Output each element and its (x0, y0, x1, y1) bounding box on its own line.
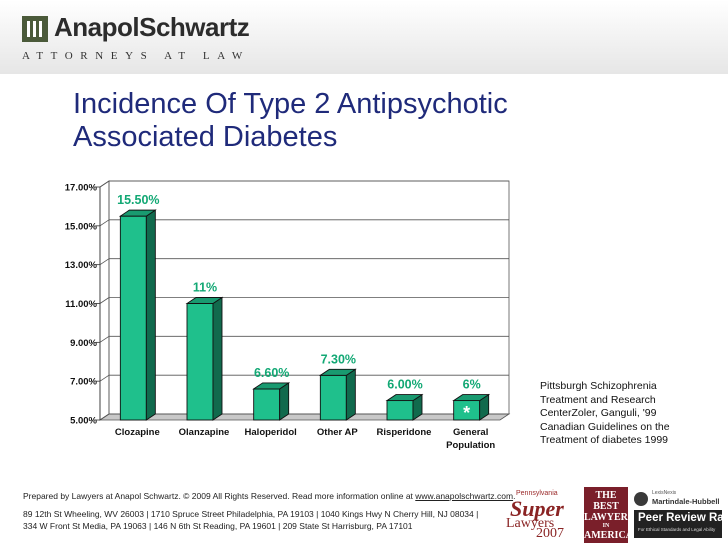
footer-address-line-2: 334 W Front St Media, PA 19063 | 146 N 6… (23, 521, 413, 531)
source-note-line: CenterZoler, Ganguli, '99 (540, 407, 657, 419)
source-note-line: Treatment of diabetes 1999 (540, 434, 669, 446)
y-tick-label: 7.00% (70, 377, 97, 388)
footer-copyright-text: Prepared by Lawyers at Anapol Schwartz. … (23, 491, 416, 501)
category-label: General (453, 427, 488, 438)
slide-title-line-2: Associated Diabetes (73, 121, 338, 153)
y-tick-label: 13.00% (65, 260, 98, 271)
slide-title-line-1: Incidence Of Type 2 Antipsychotic (73, 88, 508, 120)
source-note-line: Canadian Guidelines on the (540, 420, 670, 433)
bar (186, 303, 214, 421)
best-lawyers-line: IN (602, 523, 610, 529)
gridline-diagonal (99, 219, 110, 227)
bar-top (185, 297, 224, 304)
bar (386, 400, 414, 421)
martindale-subtitle: For Ethical Standards and Legal Ability (638, 527, 716, 532)
data-label: 6.00% (387, 378, 422, 392)
data-label: 6% (463, 378, 481, 392)
best-lawyers-line: LAWYERS (584, 512, 634, 523)
data-label: 7.30% (321, 352, 356, 366)
data-label: 6.60% (254, 366, 289, 380)
martindale-rating-box (634, 510, 722, 538)
gridline-diagonal (99, 336, 110, 343)
slide-title: Incidence Of Type 2 Antipsychotic Associ… (73, 88, 508, 154)
bar-top (385, 394, 424, 402)
super-lawyers-year: 2007 (536, 526, 564, 541)
annotation-asterisk: * (463, 403, 470, 423)
bar (253, 388, 281, 421)
bar-side (145, 209, 156, 421)
footer-website-link[interactable]: www.anapolschwartz.com (415, 491, 514, 501)
y-tick-label: 17.00% (65, 183, 98, 194)
footer-copyright: Prepared by Lawyers at Anapol Schwartz. … (23, 490, 515, 502)
data-label: 15.50% (117, 193, 159, 207)
bar-side (212, 296, 223, 421)
category-label: Clozapine (115, 427, 160, 438)
category-label: Olanzapine (179, 427, 230, 438)
super-lawyers-state: Pennsylvania (516, 490, 558, 497)
super-lawyers-badge: Pennsylvania Super Lawyers 2007 (506, 490, 578, 541)
category-label: Risperidone (377, 427, 432, 438)
martindale-lexis: LexisNexis (652, 490, 677, 496)
source-note-line: Treatment and Research (540, 393, 656, 406)
gridline-diagonal (99, 374, 110, 382)
bar-top (252, 382, 291, 390)
martindale-hubbell-badge: LexisNexis Martindale-Hubbell Peer Revie… (634, 490, 728, 540)
martindale-seal-icon (634, 492, 648, 506)
firm-logo-icon (22, 16, 48, 42)
source-note: Pittsburgh Schizophrenia Treatment and R… (540, 380, 690, 448)
bar-top (118, 209, 157, 217)
super-lawyers-super: Super (510, 496, 564, 521)
bar-top (318, 368, 357, 376)
gridline-diagonal (99, 180, 110, 188)
brand-tagline: ATTORNEYS AT LAW (22, 50, 250, 62)
header-band (0, 0, 728, 74)
category-label: Population (446, 440, 495, 451)
best-lawyers-line: AMERICA (584, 530, 633, 541)
y-tick-label: 11.00% (65, 299, 97, 310)
y-tick-label: 9.00% (70, 338, 97, 349)
footer-address-line-1: 89 12th St Wheeling, WV 26003 | 1710 Spr… (23, 509, 479, 519)
category-label: Other AP (317, 427, 358, 438)
bar-top (452, 394, 491, 402)
brand-name: AnapolSchwartz (54, 12, 250, 42)
bar-side (345, 368, 356, 421)
y-tick-label: 5.00% (70, 416, 97, 427)
y-tick-label: 15.00% (65, 221, 98, 232)
footer: Prepared by Lawyers at Anapol Schwartz. … (23, 490, 515, 532)
footer-copyright-end: . (513, 491, 516, 501)
super-lawyers-lawyers: Lawyers (506, 516, 555, 531)
source-note-line: Pittsburgh Schizophrenia (540, 380, 657, 392)
bar (319, 374, 347, 421)
data-label: 11% (193, 281, 217, 295)
gridline-diagonal (99, 413, 110, 421)
best-lawyers-badge: THE BEST LAWYERS IN AMERICA (584, 487, 634, 543)
category-label: Haloperidol (245, 427, 297, 438)
chart-floor (98, 413, 511, 421)
martindale-rating: Peer Review Rated (638, 512, 728, 524)
bar (119, 215, 147, 421)
martindale-name: Martindale-Hubbell (652, 497, 720, 506)
best-lawyers-line: THE BEST (593, 490, 619, 512)
gridline-diagonal (99, 258, 110, 265)
gridline-diagonal (99, 297, 110, 304)
